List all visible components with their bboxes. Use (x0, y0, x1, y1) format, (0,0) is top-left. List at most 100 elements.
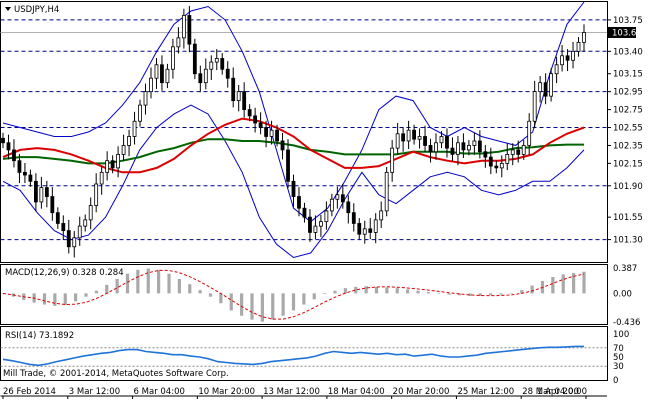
macd-histogram-bar (364, 286, 368, 294)
macd-histogram-bar (457, 293, 462, 296)
macd-histogram-bar (520, 290, 524, 294)
candle-body (527, 120, 532, 146)
macd-histogram-bar (354, 286, 358, 294)
time-tick-label: 3 Mar 12:00 (69, 387, 120, 397)
candle-body (50, 196, 55, 214)
candle-body (253, 115, 258, 124)
price-tick-label: 103.75 (613, 16, 643, 26)
candle-body (510, 149, 515, 155)
candle-body (17, 160, 22, 173)
candle-body (395, 133, 400, 149)
candle-body (494, 165, 499, 169)
macd-histogram-bar (551, 276, 555, 294)
macd-histogram-bar (416, 290, 420, 294)
price-tick-label: 103.15 (613, 70, 643, 80)
rsi-tick-label: 70 (613, 344, 624, 354)
candle-body (439, 136, 444, 144)
candle-body (466, 145, 471, 151)
candle-body (83, 219, 88, 227)
candle-body (280, 140, 285, 151)
candle-body (231, 77, 236, 102)
macd-pane-frame (0, 264, 608, 325)
macd-histogram-bar (499, 293, 503, 295)
candle-body (417, 136, 422, 140)
macd-histogram-bar (561, 274, 565, 294)
candle-body (346, 201, 351, 214)
candle-body (340, 194, 345, 203)
candle-body (308, 216, 312, 233)
macd-histogram-bar (198, 290, 202, 294)
macd-histogram-bar (229, 293, 233, 311)
candle-body (576, 41, 581, 52)
current-price-label: 103.61 (612, 28, 642, 38)
macd-histogram-bar (94, 290, 98, 294)
candle-body (401, 133, 406, 142)
candle-body (302, 207, 307, 218)
rsi-tick-label: 100 (613, 330, 629, 340)
candle-body (335, 194, 340, 200)
candle-body (149, 77, 153, 93)
macd-histogram-bar (323, 293, 327, 295)
symbol-label: USDJPY,H4 (14, 5, 59, 15)
macd-tick-label: -0.436 (613, 318, 640, 328)
candle-body (297, 196, 301, 209)
candle-body (214, 58, 219, 63)
price-tick-label: 102.35 (613, 141, 643, 151)
candle-body (445, 136, 449, 149)
candle-body (203, 68, 208, 84)
macd-histogram-bar (53, 293, 57, 306)
candle-body (247, 109, 252, 117)
candle-body (6, 142, 11, 151)
macd-histogram-bar (105, 284, 109, 294)
symbol-dropdown-icon[interactable] (5, 7, 11, 11)
rsi-label: RSI(14) 73.1892 (5, 331, 74, 341)
macd-tick-label: 0.387 (613, 264, 637, 274)
candle-body (329, 198, 334, 212)
candle-body (538, 82, 543, 93)
candle-body (319, 221, 323, 227)
ma-fast-line (2, 117, 585, 174)
price-tick-label: 102.75 (613, 106, 643, 116)
macd-histogram-bar (447, 293, 451, 295)
candle-body (138, 104, 142, 122)
candle-body (23, 171, 27, 176)
candle-body (192, 43, 197, 75)
rsi-tick-label: 0 (613, 376, 618, 386)
candle-body (286, 149, 290, 182)
macd-signal-line (2, 269, 585, 320)
candle-body (488, 156, 493, 167)
candle-body (220, 58, 225, 70)
candle-body (532, 91, 537, 122)
candle-body (33, 180, 38, 203)
candle-body (61, 223, 66, 232)
candle-body (165, 68, 170, 84)
macd-histogram-bar (146, 268, 150, 294)
candle-body (423, 136, 427, 146)
candle-body (110, 160, 115, 169)
time-tick-label: 10 Mar 20:00 (198, 387, 255, 397)
candle-body (505, 154, 510, 164)
candle-body (351, 212, 356, 224)
time-tick-label: 26 Feb 2014 (3, 387, 56, 397)
candle-body (357, 223, 362, 235)
candle-body (477, 140, 482, 153)
candle-body (171, 46, 175, 70)
candle-body (44, 187, 49, 197)
rsi-tick-label: 30 (613, 362, 624, 372)
candle-body (116, 154, 121, 169)
current-price-tag (608, 26, 636, 38)
macd-histogram-bar (385, 287, 389, 294)
candle-body (291, 180, 296, 197)
macd-histogram-bar (84, 293, 88, 297)
macd-histogram-bar (343, 288, 347, 294)
macd-histogram-bar (572, 273, 576, 294)
candle-body (521, 145, 526, 155)
time-tick-label: 13 Mar 12:00 (263, 387, 320, 397)
price-tick-label: 101.55 (613, 213, 643, 223)
bollinger-upper-line (2, 1, 585, 223)
price-tick-label: 102.15 (613, 159, 643, 169)
candle-body (412, 129, 416, 140)
macd-histogram-bar (489, 293, 493, 296)
